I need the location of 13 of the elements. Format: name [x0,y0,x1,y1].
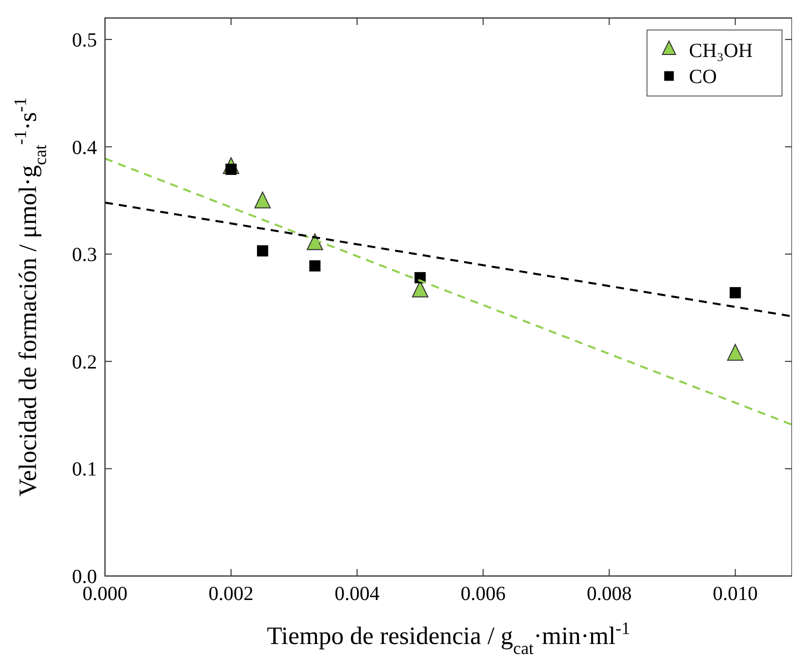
y-tick-label: 0.1 [72,458,97,481]
x-tick-label: 0.002 [208,583,254,605]
x-tick-label: 0.008 [586,583,632,605]
x-tick-label: 0.006 [460,583,506,605]
y-tick-label: 0.2 [72,351,97,374]
x-tick-label: 0.004 [334,583,380,605]
y-tick-label: 0.3 [72,244,97,266]
y-tick-label: 0.4 [72,136,97,159]
x-tick-label: 0.010 [712,583,758,605]
legend-label: CH₃OH [689,40,753,62]
legend-label: CO [689,66,717,88]
y-tick-label: 0.5 [72,29,97,52]
x-axis-title: Tiempo de residencia / g$_{cat}$·min·ml$^{-1}$ [266,618,630,658]
